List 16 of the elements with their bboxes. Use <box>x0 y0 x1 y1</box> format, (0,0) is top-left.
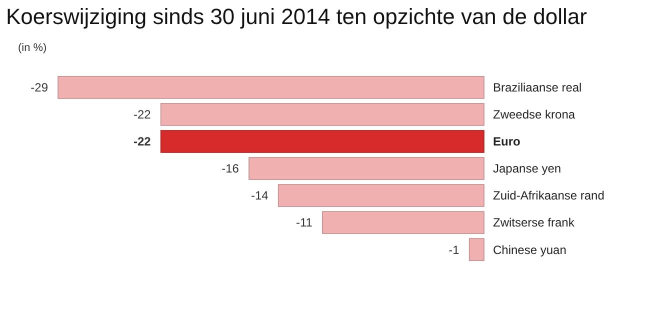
data-label: -16 <box>222 162 240 176</box>
chart-title: Koerswijziging sinds 30 juni 2014 ten opzichte van de dollar <box>6 4 587 29</box>
y-tick-label: Zuid-Afrikaanse rand <box>493 188 604 203</box>
chart-subtitle: (in %) <box>18 42 47 54</box>
y-tick-label: Zweedse krona <box>493 108 576 122</box>
y-tick-label: Braziliaanse real <box>493 80 582 95</box>
data-label: -22 <box>133 134 152 149</box>
data-label: -11 <box>296 216 313 230</box>
y-tick-label: Zwitserse frank <box>493 216 576 230</box>
data-label: -22 <box>133 108 152 122</box>
data-label: -14 <box>251 188 269 203</box>
y-tick-label: Euro <box>493 134 520 149</box>
data-label: -1 <box>448 242 460 257</box>
y-tick-label: Japanse yen <box>493 162 562 176</box>
data-label: -29 <box>30 80 48 95</box>
y-tick-label: Chinese yuan <box>493 242 566 257</box>
